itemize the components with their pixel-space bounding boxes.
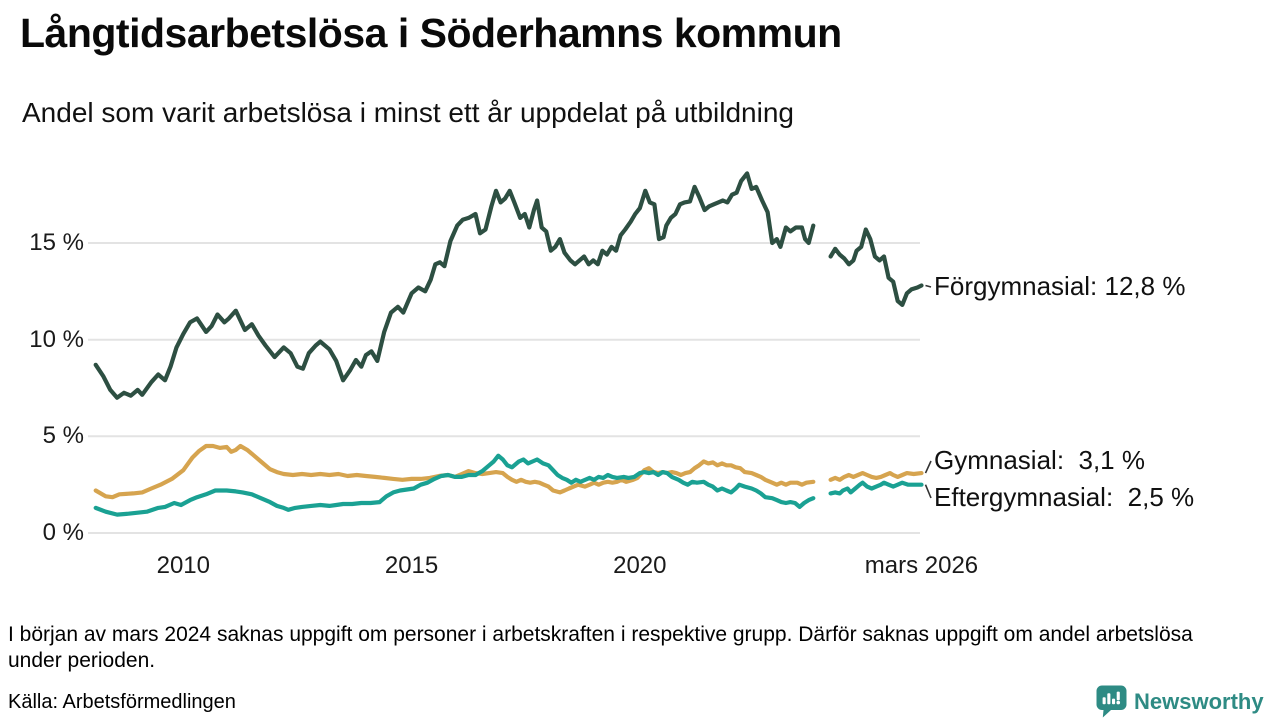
x-tick-label: mars 2026 bbox=[864, 552, 979, 579]
y-tick-label: 0 % bbox=[42, 519, 84, 546]
y-tick-label: 15 % bbox=[29, 229, 84, 256]
label-connector-forgymnasial bbox=[925, 284, 932, 288]
series-label-gymnasial: Gymnasial: 3,1 % bbox=[934, 445, 1145, 475]
chart-title: Långtidsarbetslösa i Söderhamns kommun bbox=[20, 10, 842, 56]
series-line-eftergymnasial bbox=[93, 453, 924, 517]
chart-subtitle: Andel som varit arbetslösa i minst ett å… bbox=[22, 97, 794, 128]
label-connector-eftergymnasial bbox=[924, 484, 932, 499]
series-label-forgymnasial: Förgymnasial: 12,8 % bbox=[934, 271, 1186, 301]
newsworthy-wordmark: Newsworthy bbox=[1134, 688, 1264, 714]
series-line-gymnasial bbox=[93, 443, 924, 500]
series-label-eftergymnasial: Eftergymnasial: 2,5 % bbox=[934, 482, 1195, 512]
y-tick-label: 10 % bbox=[29, 325, 84, 353]
footnote: I början av mars 2024 saknas uppgift om … bbox=[8, 623, 1193, 672]
x-tick-label: 2010 bbox=[156, 552, 210, 579]
source-label: Källa: Arbetsförmedlingen bbox=[8, 691, 236, 713]
x-tick-label: 2020 bbox=[613, 552, 667, 579]
label-connector-gymnasial bbox=[924, 460, 932, 474]
newsworthy-logo-icon bbox=[1096, 685, 1127, 718]
series-line-forgymnasial bbox=[93, 171, 924, 400]
newsworthy-brand: Newsworthy bbox=[1096, 685, 1264, 718]
x-tick-label: 2015 bbox=[384, 552, 439, 579]
y-tick-label: 5 % bbox=[42, 422, 84, 450]
